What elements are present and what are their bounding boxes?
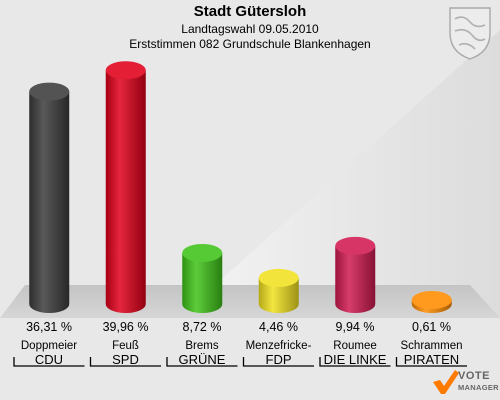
vote-manager-logo: VOTE [458,370,490,382]
candidate-label: Menzefricke- [245,340,312,352]
value-label: 39,96 % [102,320,149,334]
label-separator [395,357,467,367]
bar-cdu [29,82,70,313]
party-label: FDP [265,352,292,367]
value-label: 8,72 % [182,320,222,334]
party-label: DIE LINKE [323,352,387,367]
candidate-label: Roumee [333,340,377,352]
party-label: SPD [112,352,139,367]
checkmark-icon [433,370,459,394]
page-title: Stadt Gütersloh [193,3,307,20]
candidate-label: Schrammen [400,340,463,352]
bar-piraten [411,291,452,313]
bar-spd [105,61,146,313]
label-separator [166,357,238,367]
district-subtitle: Erststimmen 082 Grundschule Blankenhagen [129,37,371,51]
candidate-label: Doppmeier [20,340,78,352]
candidate-label: Brems [185,340,219,352]
label-separator [89,357,161,367]
vote-manager-logo-sub: MANAGER [458,383,499,392]
label-separator [242,357,314,367]
value-label: 0,61 % [412,320,451,334]
bar-grüne [182,243,223,313]
candidate-label: Feuß [112,340,139,352]
coat-of-arms-icon [449,7,491,60]
label-separator [319,357,391,367]
value-label: 4,46 % [259,320,298,334]
party-label: CDU [34,352,64,367]
background-wedge [178,30,500,318]
value-label: 36,31 % [26,320,72,334]
party-label: GRÜNE [178,352,226,367]
label-separator [13,357,85,367]
bar-fdp [258,268,299,313]
value-label: 9,94 % [335,320,375,334]
bar-die-linke [335,236,376,313]
election-subtitle: Landtagswahl 09.05.2010 [181,22,319,36]
party-label: PIRATEN [403,352,460,367]
